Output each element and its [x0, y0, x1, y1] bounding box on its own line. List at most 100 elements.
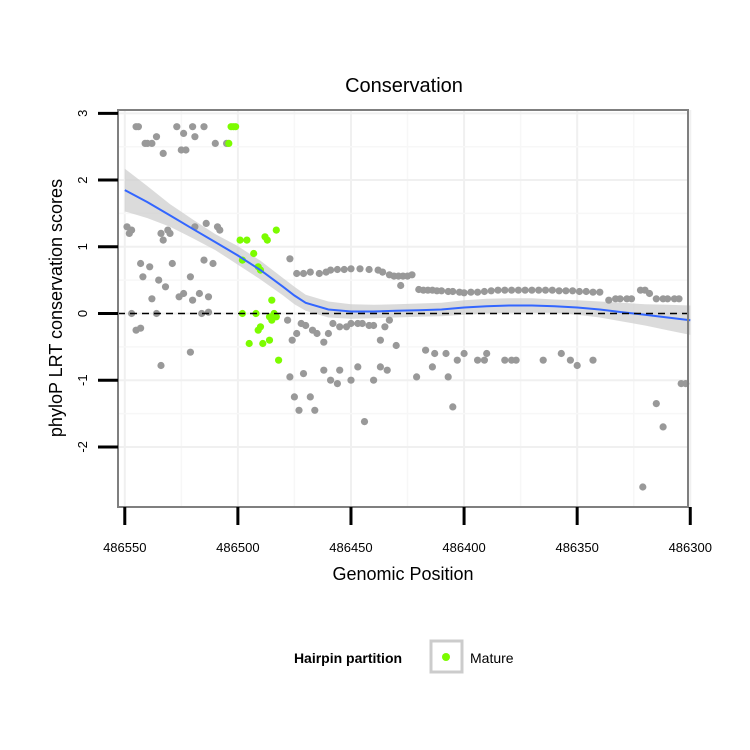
mature-point: [236, 236, 244, 244]
x-tick-label: 486300: [669, 540, 712, 555]
other-point: [202, 219, 210, 227]
other-point: [195, 289, 203, 298]
other-point: [659, 423, 667, 431]
other-point: [370, 376, 378, 384]
other-point: [216, 226, 224, 234]
other-point: [293, 269, 301, 278]
other-point: [539, 356, 547, 364]
other-point: [293, 329, 301, 338]
other-point: [189, 123, 197, 131]
other-point: [449, 403, 457, 411]
other-point: [173, 123, 181, 131]
other-point: [200, 256, 208, 264]
other-point: [514, 286, 523, 294]
mature-point: [259, 339, 267, 348]
other-point: [148, 295, 156, 303]
other-point: [392, 341, 400, 350]
other-point: [494, 286, 502, 294]
other-point: [569, 287, 577, 295]
other-point: [541, 286, 550, 294]
other-point: [449, 287, 457, 296]
other-point: [480, 287, 488, 296]
other-point: [555, 287, 563, 295]
other-point: [336, 323, 344, 331]
other-point: [453, 356, 461, 364]
other-point: [315, 269, 323, 278]
other-point: [191, 133, 199, 141]
other-point: [444, 373, 452, 381]
legend: Hairpin partition Mature: [294, 639, 514, 674]
other-point: [134, 123, 142, 131]
other-point: [204, 308, 213, 316]
other-point: [605, 296, 613, 304]
confidence-band-layer: [124, 168, 691, 335]
y-tick-label: 1: [75, 243, 90, 250]
legend-title: Hairpin partition: [294, 650, 402, 666]
x-tick-label: 486450: [329, 540, 372, 555]
other-point: [358, 319, 366, 328]
mature-point: [272, 226, 280, 234]
other-point: [306, 268, 314, 276]
other-point: [582, 287, 590, 296]
y-tick-label: -2: [75, 441, 90, 453]
x-tick-label: 486550: [103, 540, 146, 555]
other-point: [596, 288, 604, 296]
other-point: [474, 288, 482, 296]
other-point: [589, 356, 597, 364]
other-point: [487, 287, 495, 295]
mature-point: [268, 296, 276, 304]
other-point: [360, 418, 369, 426]
other-point: [340, 265, 348, 274]
mature-point: [265, 336, 274, 344]
other-point: [302, 321, 310, 330]
other-point: [356, 265, 364, 273]
other-point: [313, 329, 321, 338]
other-point: [347, 376, 355, 384]
other-point: [159, 236, 167, 244]
other-point: [483, 349, 491, 358]
other-point: [501, 286, 509, 294]
x-axis-label: Genomic Position: [332, 564, 473, 584]
other-point: [381, 323, 389, 331]
smooth-line-layer: [124, 189, 691, 322]
legend-marker-mature: [442, 653, 450, 661]
other-point: [166, 229, 174, 237]
other-point: [675, 295, 683, 303]
other-point: [186, 273, 194, 281]
other-point: [501, 356, 509, 364]
other-point: [327, 266, 335, 274]
other-point: [347, 319, 355, 328]
data-points: [123, 123, 690, 491]
other-point: [137, 259, 145, 268]
other-point: [639, 483, 647, 491]
other-point: [290, 393, 298, 401]
smooth-line: [124, 189, 691, 322]
y-tick-label: -1: [75, 374, 90, 386]
other-point: [204, 293, 213, 301]
x-tick-label: 486350: [555, 540, 598, 555]
other-point: [645, 289, 654, 298]
other-point: [180, 129, 188, 137]
other-point: [616, 295, 624, 303]
other-point: [408, 271, 416, 279]
other-point: [431, 349, 439, 358]
other-point: [288, 336, 296, 344]
other-point: [189, 296, 197, 304]
other-point: [137, 324, 145, 332]
other-point: [329, 319, 337, 328]
y-tick-label: 0: [75, 310, 90, 317]
other-point: [299, 370, 308, 378]
plot-panel: [117, 109, 692, 508]
other-point: [161, 283, 170, 291]
plot-border: [117, 109, 689, 508]
other-point: [573, 361, 581, 370]
x-tick-label: 486400: [442, 540, 485, 555]
other-point: [512, 356, 520, 364]
mature-point: [254, 326, 262, 334]
other-point: [627, 295, 636, 303]
other-point: [159, 149, 167, 157]
other-point: [320, 366, 328, 374]
other-point: [589, 288, 597, 296]
other-point: [333, 380, 341, 388]
